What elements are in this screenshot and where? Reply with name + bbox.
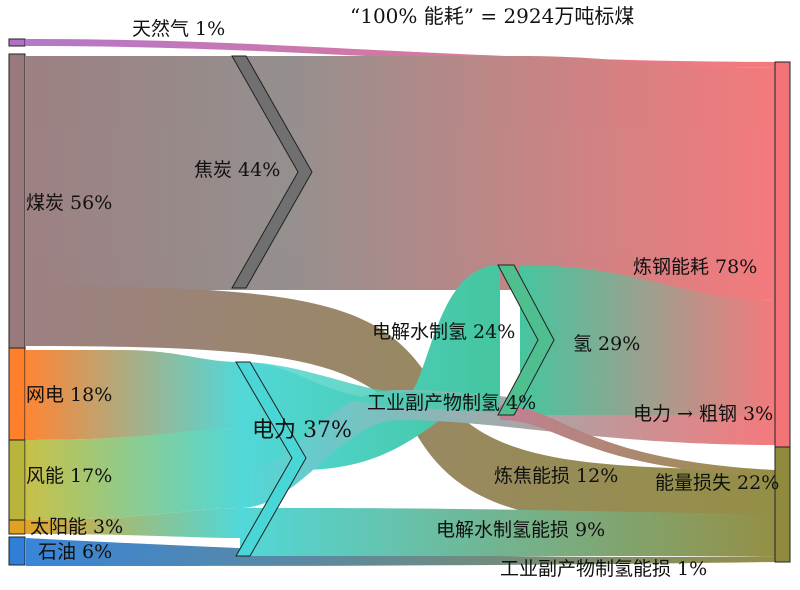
node-coal xyxy=(8,53,26,349)
label-electricity: 电力 37% xyxy=(252,418,352,443)
labels: “100% 能耗” = 2924万吨标煤 天然气 1% 煤炭 56% 网电 18… xyxy=(26,4,779,580)
label-wind: 风能 17% xyxy=(26,465,112,487)
flow-hydrogen-steel xyxy=(520,265,775,415)
label-coking-loss: 炼焦能损 12% xyxy=(494,465,618,487)
node-grid xyxy=(8,347,26,441)
title: “100% 能耗” = 2924万吨标煤 xyxy=(350,4,634,28)
flow-oil-loss xyxy=(26,538,775,566)
node-electricity xyxy=(235,361,307,557)
label-byproduct-h2: 工业副产物制氢 4% xyxy=(367,392,536,414)
flow-electricity-electrolysis-loss xyxy=(240,508,775,556)
label-grid: 网电 18% xyxy=(26,384,112,406)
label-electrolysis-h2: 电解水制氢 24% xyxy=(372,321,515,343)
node-oil xyxy=(8,536,26,566)
node-loss xyxy=(774,446,791,563)
label-loss: 能量损失 22% xyxy=(655,472,779,494)
label-solar: 太阳能 3% xyxy=(30,516,123,538)
flows xyxy=(26,39,775,566)
node-solar xyxy=(8,519,26,535)
flow-byproduct-loss xyxy=(500,405,775,476)
label-elec-to-steel: 电力 → 粗钢 3% xyxy=(633,403,773,425)
nodes xyxy=(8,38,791,566)
node-steel-energy xyxy=(774,61,791,448)
label-electrolysis-loss: 电解水制氢能损 9% xyxy=(436,519,605,541)
label-coal: 煤炭 56% xyxy=(26,192,112,214)
label-steel-energy: 炼钢能耗 78% xyxy=(633,256,757,278)
node-hydrogen xyxy=(497,264,555,416)
flow-electricity-steel xyxy=(240,390,775,508)
flow-coal-steel xyxy=(26,56,775,300)
label-oil: 石油 6% xyxy=(38,541,112,563)
label-coke: 焦炭 44% xyxy=(194,159,280,181)
label-hydrogen: 氢 29% xyxy=(573,333,640,355)
flow-byproduct-hydrogen xyxy=(240,362,500,412)
node-coke xyxy=(231,55,313,289)
node-wind xyxy=(8,439,26,521)
node-gas xyxy=(8,38,26,47)
flow-solar-electricity xyxy=(26,508,240,538)
flow-grid-electricity xyxy=(26,350,240,440)
label-byproduct-loss: 工业副产物制氢能损 1% xyxy=(500,558,707,580)
flow-wind-electricity xyxy=(26,428,240,520)
label-gas: 天然气 1% xyxy=(132,18,225,40)
